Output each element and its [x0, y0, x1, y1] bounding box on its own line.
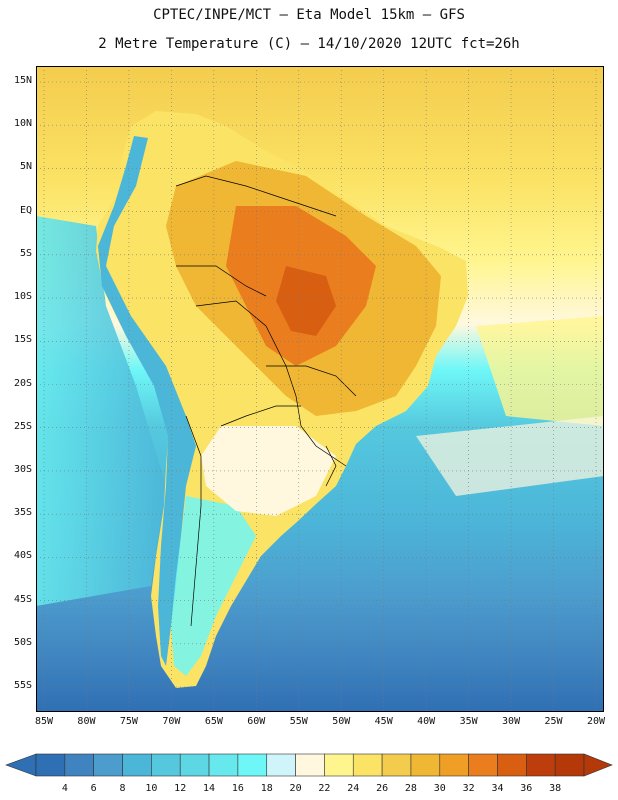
colorbar-label: 38	[549, 783, 562, 794]
colorbar-low-arrow	[5, 753, 37, 777]
graticule	[36, 66, 604, 712]
longitude-label: 85W	[34, 716, 54, 727]
latitude-label: 55S	[13, 680, 32, 691]
longitude-label: 30W	[502, 716, 521, 727]
colorbar-swatch	[352, 753, 383, 777]
longitude-label: 45W	[374, 716, 393, 727]
colorbar-label: 20	[289, 783, 302, 794]
colorbar-label: 22	[318, 783, 331, 794]
latitude-label: 50S	[13, 636, 32, 648]
latitude-label: 15S	[13, 334, 32, 346]
colorbar-swatch	[410, 753, 441, 777]
colorbar-label: 4	[61, 783, 68, 794]
colorbar-swatch	[295, 753, 325, 777]
longitude-label: 75W	[119, 716, 138, 727]
longitude-label: 80W	[77, 716, 96, 727]
temperature-map	[36, 66, 604, 712]
colorbar-swatch	[179, 753, 210, 777]
colorbar-label: 36	[520, 783, 533, 794]
colorbar-swatch	[324, 753, 354, 777]
latitude-label: 45S	[13, 593, 32, 605]
colorbar-swatch	[381, 753, 412, 777]
colorbar-high-arrow	[583, 753, 613, 777]
colorbar-label: 28	[404, 783, 417, 794]
map-frame	[36, 66, 604, 712]
colorbar-swatch	[151, 753, 181, 777]
latitude-label: 15N	[13, 75, 32, 86]
pacific-cool-zone	[36, 216, 166, 606]
colorbar-label: 10	[145, 783, 158, 794]
latitude-label: 5N	[19, 161, 32, 173]
latitude-label: 5S	[19, 247, 32, 259]
colorbar-label: 8	[119, 783, 126, 794]
latitude-label: 35S	[13, 507, 32, 519]
colorbar-swatch	[35, 753, 66, 777]
colorbar-label: 26	[376, 783, 389, 794]
latitude-label: 25S	[13, 420, 32, 432]
longitude-label: 60W	[247, 716, 266, 727]
colorbar-swatch	[237, 753, 268, 777]
colorbar-label: 30	[433, 783, 446, 794]
atlantic-warm-tongue	[476, 316, 604, 426]
colorbar-label: 24	[347, 783, 360, 794]
title-line-2: 2 Metre Temperature (C) – 14/10/2020 12U…	[98, 36, 520, 52]
colorbar-label: 14	[203, 783, 216, 794]
longitude-label: 40W	[417, 716, 436, 727]
colorbar-swatch	[122, 753, 152, 777]
colorbar-swatch	[554, 753, 585, 777]
latitude-label: 20S	[13, 377, 32, 389]
colorbar-label: 34	[491, 783, 504, 794]
colorbar-label: 18	[260, 783, 273, 794]
colorbar-swatch	[93, 753, 123, 777]
atlantic-pale-zone	[416, 416, 604, 496]
colorbar-swatch	[468, 753, 498, 777]
longitude-label: 55W	[289, 716, 308, 727]
colorbar-swatch	[266, 753, 296, 777]
colorbar-label: 16	[231, 783, 244, 794]
colorbar	[5, 753, 613, 777]
longitude-label: 70W	[162, 716, 181, 727]
colorbar-label: 6	[90, 783, 97, 794]
country-borders	[175, 175, 357, 627]
colorbar-swatch	[64, 753, 94, 777]
colorbar-swatch	[208, 753, 239, 777]
andes-cold-strip	[98, 136, 196, 666]
hottest-core-zone	[276, 266, 336, 336]
longitude-label: 65W	[204, 716, 223, 727]
title-line-1: CPTEC/INPE/MCT – Eta Model 15km – GFS	[153, 7, 465, 23]
colorbar-label: 12	[174, 783, 187, 794]
latitude-label: 10S	[13, 291, 32, 303]
longitude-label: 20W	[586, 716, 606, 727]
latitude-label: 40S	[13, 550, 32, 562]
longitude-label: 25W	[544, 716, 563, 727]
colorbar-swatch	[439, 753, 469, 777]
patagonia-cool-zone	[171, 496, 256, 676]
longitude-label: 50W	[332, 716, 351, 727]
latitude-label: 30S	[13, 463, 32, 475]
colorbar-label: 32	[462, 783, 475, 794]
latitude-label: 10N	[13, 118, 32, 130]
longitude-label: 35W	[459, 716, 478, 727]
latitude-label: EQ	[19, 204, 32, 216]
colorbar-swatch	[497, 753, 527, 777]
colorbar-swatch	[526, 753, 556, 777]
